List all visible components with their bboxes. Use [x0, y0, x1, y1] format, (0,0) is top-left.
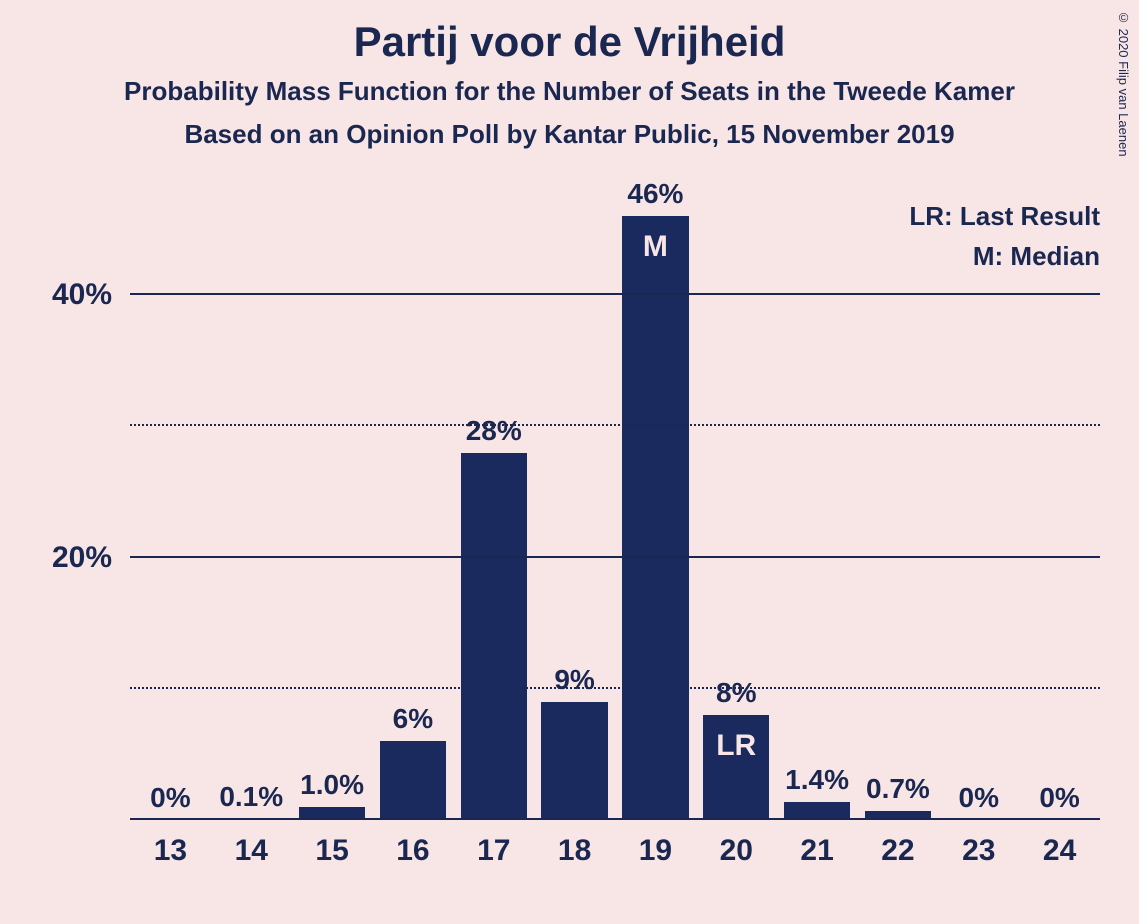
x-tick-label: 20 [720, 834, 753, 868]
bar-annotation: M [643, 230, 668, 264]
bar-value-label: 0% [959, 782, 999, 814]
y-tick-label: 40% [52, 278, 112, 312]
bar-value-label: 0% [1039, 782, 1079, 814]
chart-subtitle-2: Based on an Opinion Poll by Kantar Publi… [0, 119, 1139, 150]
chart-subtitle-1: Probability Mass Function for the Number… [0, 76, 1139, 107]
grid-minor [130, 424, 1100, 426]
bar-value-label: 6% [393, 703, 433, 735]
bar: 46%M [622, 216, 688, 820]
bar-value-label: 8% [716, 677, 756, 709]
chart-frame: © 2020 Filip van Laenen Partij voor de V… [0, 0, 1139, 924]
x-tick-label: 16 [396, 834, 429, 868]
bar-value-label: 46% [627, 178, 683, 210]
bar: 8%LR [703, 715, 769, 820]
plot-area: 0%0.1%1.0%6%28%9%46%M8%LR1.4%0.7%0%0% 20… [130, 190, 1100, 820]
x-tick-label: 22 [881, 834, 914, 868]
bar-value-label: 0.7% [866, 773, 930, 805]
grid-major: 20% [130, 556, 1100, 558]
x-tick-label: 13 [154, 834, 187, 868]
chart-title: Partij voor de Vrijheid [0, 18, 1139, 66]
x-tick-label: 19 [639, 834, 672, 868]
x-axis-baseline [130, 818, 1100, 820]
bars-layer: 0%0.1%1.0%6%28%9%46%M8%LR1.4%0.7%0%0% [130, 190, 1100, 820]
x-tick-label: 15 [315, 834, 348, 868]
bar-value-label: 0.1% [219, 781, 283, 813]
bar-value-label: 0% [150, 782, 190, 814]
x-tick-label: 17 [477, 834, 510, 868]
x-tick-label: 21 [800, 834, 833, 868]
bar: 6% [380, 741, 446, 820]
x-tick-label: 14 [235, 834, 268, 868]
bar: 9% [541, 702, 607, 820]
bar-value-label: 9% [554, 664, 594, 696]
bar-value-label: 1.0% [300, 769, 364, 801]
bar-value-label: 28% [466, 415, 522, 447]
title-block: Partij voor de Vrijheid Probability Mass… [0, 18, 1139, 150]
grid-minor [130, 687, 1100, 689]
legend-lr: LR: Last Result [890, 196, 1100, 236]
bar-annotation: LR [716, 729, 756, 763]
bar-value-label: 1.4% [785, 764, 849, 796]
x-tick-label: 23 [962, 834, 995, 868]
x-tick-label: 24 [1043, 834, 1076, 868]
legend: LR: Last Result M: Median [890, 196, 1100, 277]
x-tick-label: 18 [558, 834, 591, 868]
y-tick-label: 20% [52, 541, 112, 575]
grid-major: 40% [130, 293, 1100, 295]
bar: 28% [461, 453, 527, 821]
legend-m: M: Median [890, 236, 1100, 276]
